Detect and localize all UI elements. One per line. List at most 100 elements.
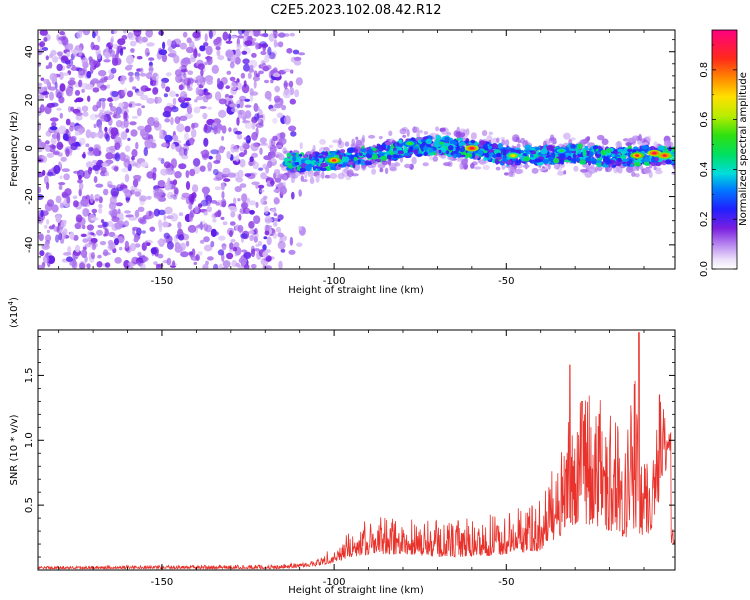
heatmap-halo-cell	[309, 176, 315, 184]
heatmap-noise-cell	[109, 102, 113, 108]
heatmap-noise-cell	[215, 153, 222, 163]
heatmap-noise-cell	[258, 70, 264, 75]
heatmap-noise-cell	[203, 137, 209, 147]
heatmap-signal-cell	[422, 141, 426, 146]
heatmap-signal-cell	[304, 164, 312, 171]
heatmap-noise-cell	[289, 98, 296, 105]
heatmap-noise-cell	[240, 113, 248, 120]
heatmap-noise-cell	[135, 161, 142, 169]
heatmap-noise-cell	[243, 149, 248, 155]
heatmap-noise-cell	[232, 246, 238, 252]
heatmap-noise-cell	[148, 64, 154, 74]
heatmap-noise-cell	[43, 243, 49, 249]
heatmap-noise-cell	[277, 232, 284, 238]
heatmap-noise-cell	[104, 171, 110, 177]
heatmap-noise-cell	[229, 242, 234, 250]
heatmap-noise-cell	[178, 212, 184, 217]
heatmap-noise-cell	[231, 107, 238, 113]
heatmap-halo-cell	[495, 166, 501, 171]
heatmap-noise-cell	[70, 49, 80, 54]
heatmap-noise-cell	[103, 188, 109, 196]
heatmap-noise-cell	[288, 125, 297, 132]
heatmap-noise-cell	[91, 208, 98, 214]
heatmap-noise-cell	[185, 240, 190, 247]
heatmap-noise-cell	[46, 219, 50, 225]
heatmap-signal-cell	[614, 162, 622, 167]
heatmap-noise-cell	[86, 263, 91, 269]
heatmap-noise-cell	[127, 137, 131, 142]
heatmap-signal-cell	[353, 156, 358, 161]
heatmap-noise-cell	[173, 187, 179, 195]
heatmap-noise-cell	[193, 48, 198, 59]
heatmap-noise-cell	[82, 238, 89, 243]
heatmap-halo-cell	[601, 138, 609, 146]
heatmap-signal-cell	[423, 146, 429, 151]
heatmap-noise-cell	[56, 141, 64, 150]
heatmap-noise-cell	[215, 46, 221, 51]
heatmap-signal-cell	[371, 153, 378, 160]
heatmap-noise-cell	[82, 224, 86, 230]
heatmap-noise-cell	[252, 30, 261, 37]
heatmap-noise-cell	[189, 137, 195, 146]
heatmap-noise-cell	[195, 95, 204, 101]
heatmap-noise-cell	[104, 262, 111, 268]
heatmap-halo-cell	[302, 178, 308, 183]
heatmap-noise-cell	[248, 68, 255, 73]
heatmap-noise-cell	[229, 230, 233, 238]
heatmap-signal-cell	[438, 149, 442, 154]
snr-x-tick-label: -150	[151, 577, 174, 588]
heatmap-noise-cell	[169, 180, 175, 184]
heatmap-noise-cell	[182, 31, 188, 38]
heatmap-halo-cell	[371, 168, 376, 175]
heatmap-halo-cell	[488, 131, 493, 136]
heatmap-noise-cell	[38, 62, 42, 67]
heatmap-noise-cell	[103, 59, 111, 63]
heatmap-signal-cell	[668, 146, 672, 152]
heatmap-halo-cell	[443, 162, 451, 167]
heatmap-noise-cell	[210, 200, 218, 204]
heatmap-signal-cell	[299, 167, 307, 173]
heatmap-noise-cell	[199, 106, 207, 109]
heatmap-noise-cell	[45, 65, 50, 70]
snr-y-scale-factor: (x104)	[7, 297, 20, 328]
heatmap-noise-cell	[60, 156, 67, 162]
heatmap-noise-cell	[263, 236, 268, 240]
heatmap-noise-cell	[270, 79, 274, 84]
heatmap-noise-cell	[264, 230, 270, 236]
heatmap-signal-cell	[492, 158, 496, 164]
heatmap-noise-cell	[295, 77, 303, 86]
heatmap-noise-cell	[63, 173, 70, 181]
heatmap-noise-cell	[69, 125, 74, 132]
heatmap-noise-cell	[213, 39, 222, 48]
heatmap-noise-cell	[251, 121, 256, 130]
heatmap-noise-cell	[135, 90, 145, 97]
heatmap-peak-core	[559, 149, 564, 153]
colorbar-label: Normalized spectral amplitude	[738, 72, 749, 226]
heatmap-noise-cell	[60, 220, 67, 228]
heatmap-noise-cell	[204, 123, 208, 132]
heatmap-noise-cell	[230, 239, 236, 243]
heatmap-noise-cell	[194, 79, 198, 84]
snr-x-axis-label: Height of straight line (km)	[288, 585, 424, 596]
snr-x-tick-label: -100	[323, 577, 346, 588]
heatmap-halo-cell	[318, 173, 323, 178]
heatmap-noise-cell	[249, 156, 254, 163]
heatmap-noise-cell	[148, 57, 155, 61]
spectrogram-x-tick-label: -150	[151, 276, 174, 287]
heatmap-halo-cell	[582, 164, 590, 168]
heatmap-noise-cell	[62, 133, 69, 141]
heatmap-noise-cell	[279, 132, 286, 139]
heatmap-signal-cell	[429, 147, 434, 153]
heatmap-halo-cell	[429, 155, 433, 161]
colorbar-tick-label: 0.0	[699, 261, 710, 277]
heatmap-noise-cell	[67, 246, 72, 254]
heatmap-noise-cell	[218, 145, 225, 154]
heatmap-halo-cell	[538, 168, 547, 171]
heatmap-noise-cell	[144, 47, 150, 57]
heatmap-noise-cell	[203, 211, 208, 216]
heatmap-noise-cell	[78, 188, 82, 197]
heatmap-noise-cell	[92, 243, 96, 251]
heatmap-noise-cell	[168, 90, 176, 98]
heatmap-noise-cell	[225, 50, 233, 57]
heatmap-noise-cell	[81, 153, 86, 158]
